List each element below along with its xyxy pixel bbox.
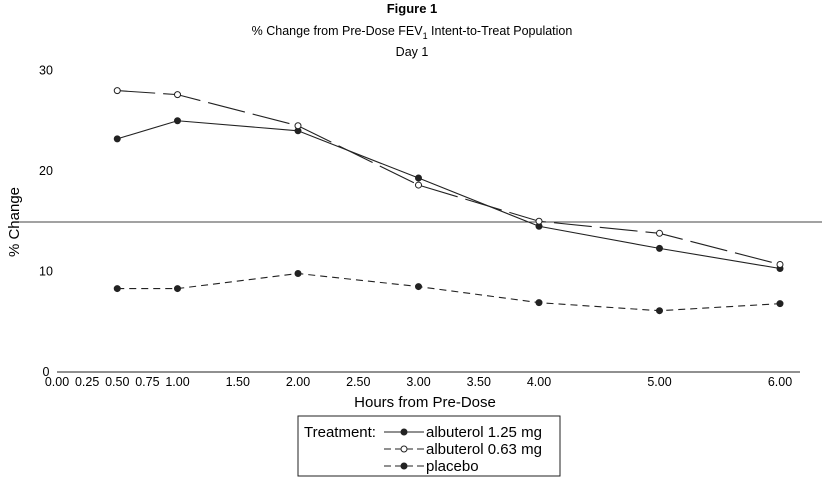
subtitle-main: % Change from Pre-Dose FEV: [252, 24, 424, 38]
legend-title: Treatment:: [304, 424, 376, 441]
data-point: [535, 299, 543, 307]
x-axis-label: Hours from Pre-Dose: [354, 394, 496, 411]
data-point: [415, 181, 422, 189]
x-tick-label: 0.00: [45, 375, 69, 389]
subtitle-subscript: 1: [423, 31, 428, 41]
series-0: [113, 117, 784, 272]
y-tick-label: 20: [39, 164, 53, 178]
data-point: [415, 174, 422, 182]
series-line: [117, 90, 781, 265]
chart-subtitle: % Change from Pre-Dose FEV1 Intent-to-Tr…: [252, 24, 573, 41]
data-point: [776, 300, 784, 308]
data-point: [113, 87, 121, 95]
data-point: [294, 122, 302, 130]
legend-box: [297, 415, 561, 477]
x-tick-label: 1.50: [226, 375, 250, 389]
x-tick-label: 2.50: [346, 375, 370, 389]
data-point: [656, 307, 663, 315]
legend-label: albuterol 0.63 mg: [426, 441, 542, 458]
legend-swatch-marker: [400, 428, 408, 436]
legend-label: placebo: [426, 458, 479, 475]
series-layer: [113, 87, 784, 315]
y-tick-label: 0: [43, 365, 50, 379]
data-point: [776, 260, 784, 268]
chart-title: Figure 1: [387, 1, 438, 16]
legend-swatch-marker: [400, 445, 408, 453]
data-point: [113, 135, 121, 143]
x-tick-label: 2.00: [286, 375, 310, 389]
x-tick-label: 0.25: [75, 375, 99, 389]
chart-subtitle-day: Day 1: [396, 45, 429, 59]
x-tick-label: 3.00: [406, 375, 430, 389]
data-point: [174, 285, 181, 293]
series-line: [117, 272, 781, 312]
x-tick-label: 4.00: [527, 375, 551, 389]
y-tick-labels: 0 10 20 30: [39, 64, 53, 380]
data-point: [656, 229, 663, 237]
data-point: [656, 244, 663, 252]
x-tick-label: 0.75: [135, 375, 159, 389]
x-tick-label: 0.50: [105, 375, 129, 389]
data-point: [535, 217, 543, 225]
x-tick-label: 3.50: [467, 375, 491, 389]
series-1: [113, 87, 784, 268]
y-axis-label: % Change: [6, 187, 23, 257]
x-tick-label: 1.00: [165, 375, 189, 389]
data-point: [174, 91, 181, 99]
y-tick-label: 30: [39, 64, 53, 78]
subtitle-rest: Intent-to-Treat Population: [428, 24, 573, 38]
legend-label: albuterol 1.25 mg: [426, 424, 542, 441]
data-point: [415, 283, 422, 291]
x-tick-label: 5.00: [647, 375, 671, 389]
data-point: [294, 270, 302, 278]
data-point: [174, 117, 181, 125]
data-point: [113, 285, 121, 293]
x-tick-label: 6.00: [768, 375, 792, 389]
y-tick-label: 10: [39, 265, 53, 279]
x-tick-labels: 0.00 0.25 0.50 0.75 1.00 1.50 2.00 2.50 3.00 3.50…: [45, 375, 792, 389]
legend-swatch-marker: [400, 462, 408, 470]
series-2: [113, 270, 784, 315]
